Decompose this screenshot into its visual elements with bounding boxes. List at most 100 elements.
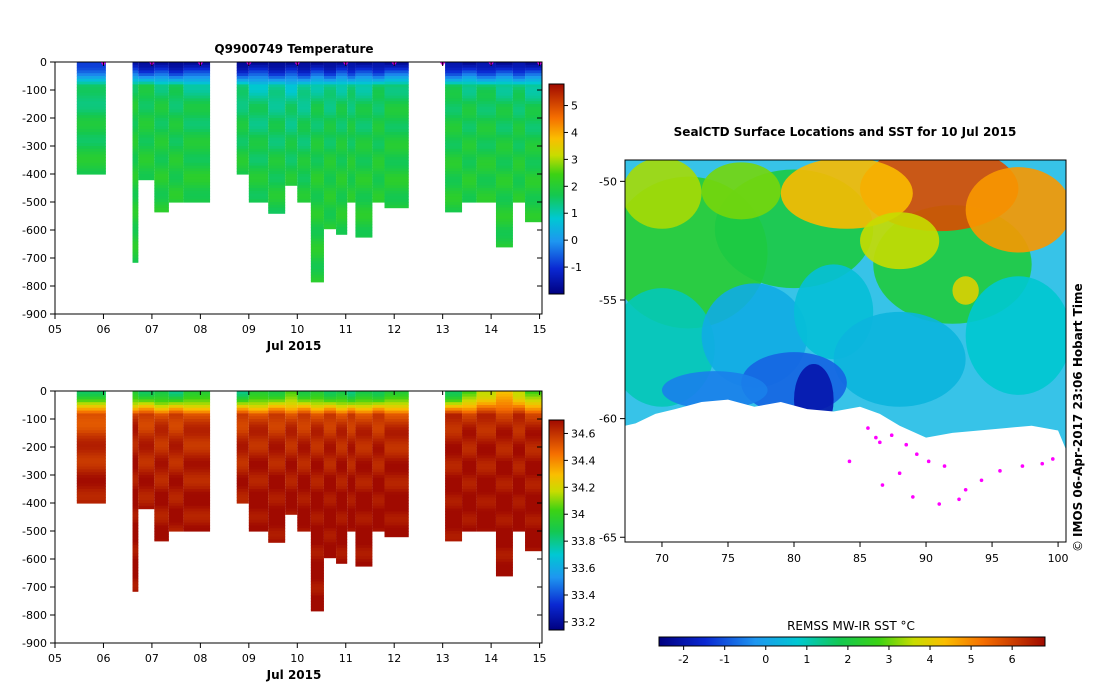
profile-cell <box>297 84 311 88</box>
profile-cell <box>495 134 513 139</box>
profile-cell <box>248 396 269 400</box>
profile-cell <box>268 441 286 445</box>
y-tick-label: -400 <box>22 168 47 181</box>
profile-cell <box>248 522 269 526</box>
profile-cell <box>132 455 139 459</box>
profile-cell <box>310 441 324 445</box>
profile-cell <box>268 536 286 540</box>
profile-cell <box>132 578 139 582</box>
profile-cell <box>336 81 348 85</box>
profile-cell <box>138 469 155 473</box>
x-tick-label: 14 <box>484 323 498 336</box>
profile-cell <box>323 396 337 400</box>
profile-cell <box>384 179 409 183</box>
profile-cell <box>372 514 385 518</box>
profile-10 <box>297 62 311 203</box>
profile-cell <box>310 81 324 85</box>
profile-cell <box>355 559 373 563</box>
profile-cell <box>462 517 477 521</box>
seal-location <box>1050 457 1055 461</box>
profile-cell <box>132 427 139 431</box>
profile-cell <box>323 62 337 66</box>
profile-cell <box>323 126 337 130</box>
profile-cell <box>336 230 348 234</box>
colorbar-tick-label: 34.6 <box>571 427 596 440</box>
profile-cell <box>138 475 155 479</box>
profile-cell <box>355 539 373 543</box>
profile-cell <box>336 112 348 116</box>
profile-cell <box>168 497 184 501</box>
profile-cell <box>462 407 477 412</box>
profile-cell <box>154 132 169 136</box>
profile-cell <box>76 480 106 484</box>
profile-cell <box>355 123 373 127</box>
profile-cell <box>323 76 337 80</box>
profile-cell <box>495 393 513 398</box>
profile-1 <box>132 62 139 263</box>
profile-cell <box>248 115 269 119</box>
profile-cell <box>476 196 496 200</box>
map-x-tick-label: 70 <box>655 552 669 565</box>
profile-cell <box>285 90 298 94</box>
profile-cell <box>512 188 526 192</box>
profile-cell <box>347 494 356 498</box>
profile-cell <box>132 252 139 256</box>
profile-cell <box>138 118 155 122</box>
profile-cell <box>445 491 463 496</box>
profile-cell <box>236 151 249 155</box>
profile-cell <box>347 171 356 175</box>
profile-cell <box>445 193 463 197</box>
profile-cell <box>495 76 513 80</box>
profile-21 <box>495 62 513 248</box>
profile-cell <box>154 491 169 496</box>
profile-cell <box>336 227 348 231</box>
profile-cell <box>347 62 356 66</box>
profile-cell <box>138 441 155 445</box>
profile-cell <box>384 508 409 512</box>
profile-cell <box>525 494 542 498</box>
profile-cell <box>512 514 526 518</box>
profile-cell <box>76 87 106 91</box>
profile-cell <box>495 449 513 454</box>
profile-cell <box>323 427 337 431</box>
profile-cell <box>168 90 184 94</box>
profile-cell <box>310 421 324 426</box>
profile-cell <box>183 123 211 127</box>
profile-cell <box>183 402 211 406</box>
profile-cell <box>268 475 286 479</box>
profile-cell <box>268 106 286 111</box>
profile-cell <box>132 98 139 102</box>
profile-cell <box>512 62 526 66</box>
profile-cell <box>268 129 286 133</box>
profile-cell <box>310 70 324 74</box>
profile-cell <box>132 584 139 588</box>
profile-cell <box>323 533 337 538</box>
profile-cell <box>154 528 169 532</box>
sst-colorbar-tick-label: 2 <box>844 653 851 666</box>
profile-cell <box>138 472 155 476</box>
profile-cell <box>310 494 324 498</box>
profile-cell <box>297 480 311 484</box>
profile-cell <box>512 154 526 158</box>
profile-cell <box>310 477 324 482</box>
profile-cell <box>183 78 211 83</box>
profile-cell <box>384 193 409 197</box>
profile-cell <box>132 227 139 231</box>
profile-cell <box>445 160 463 164</box>
figure-caption: IMOS 06-Apr-2017 23:06 Hobart Time <box>1071 283 1085 537</box>
profile-cell <box>154 433 169 437</box>
profile-cell <box>310 433 324 437</box>
profile-cell <box>132 410 139 414</box>
profile-cell <box>76 399 106 403</box>
profile-cell <box>183 477 211 482</box>
profile-cell <box>310 570 324 574</box>
profile-cell <box>310 272 324 276</box>
profile-cell <box>297 517 311 521</box>
profile-cell <box>138 483 155 487</box>
profile-cell <box>476 78 496 83</box>
profile-cell <box>183 413 211 417</box>
profile-cell <box>297 92 311 97</box>
profile-cell <box>132 123 139 127</box>
profile-cell <box>183 162 211 167</box>
profile-cell <box>132 561 139 566</box>
